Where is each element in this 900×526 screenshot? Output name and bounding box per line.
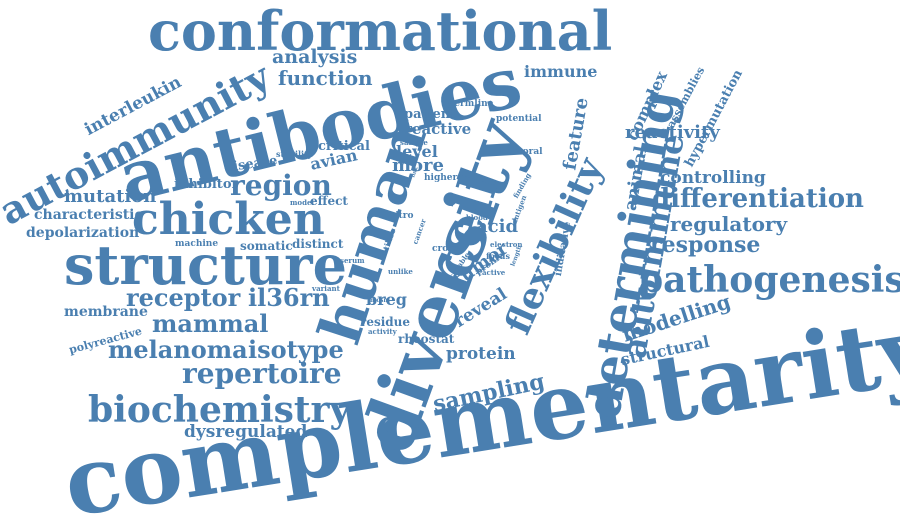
word-regulatory: regulatory xyxy=(670,212,788,236)
word-focus: focus xyxy=(486,251,510,261)
word-active: active xyxy=(482,268,506,277)
word-isotype: isotype xyxy=(248,335,344,364)
word-mutation: mutation xyxy=(64,186,157,207)
word-immune: immune xyxy=(524,62,598,81)
word-rheostat: rheostat xyxy=(398,332,455,346)
word-germline: germline xyxy=(448,99,494,109)
word-melanoma: melanoma xyxy=(108,335,248,364)
word-effect: effect xyxy=(310,194,348,208)
word-breg: breg xyxy=(366,290,407,309)
word-chicken: chicken xyxy=(132,194,325,245)
word-dysregulated: dysregulated xyxy=(184,422,308,442)
word-more: more xyxy=(392,155,444,176)
word-structure: structure xyxy=(64,233,347,297)
word-residue: residue xyxy=(360,315,411,329)
word-differentiation: differentiation xyxy=(652,184,864,214)
word-reactive: reactive xyxy=(404,120,472,138)
word-protein: protein xyxy=(446,344,516,364)
word-inhibitor: inhibitor xyxy=(174,177,239,192)
word-region: region xyxy=(230,169,332,202)
word-reactivity: reactivity xyxy=(625,122,720,143)
word-critical: critical xyxy=(318,139,370,154)
word-mammal: mammal xyxy=(152,309,269,338)
word-level: level xyxy=(396,142,438,161)
word-vitro: vitro xyxy=(390,211,414,221)
word-mcsm: mcsm xyxy=(370,297,390,304)
word-patient: patient xyxy=(404,107,457,122)
word-biochemistry: biochemistry xyxy=(88,389,351,431)
word-electron: electron xyxy=(490,240,523,249)
word-analysis: analysis xyxy=(272,46,358,68)
word-blood: blood xyxy=(466,213,488,222)
word-humoral: humoral xyxy=(500,147,543,157)
word-controlling: controlling xyxy=(660,168,766,188)
word-serum: serum xyxy=(340,256,365,265)
word-potential: potential xyxy=(496,114,542,124)
word-characteristic: characteristic xyxy=(34,207,144,223)
word-higher: higher xyxy=(424,173,458,183)
word-cross: cross xyxy=(432,244,459,254)
word-il36rn: il36rn xyxy=(248,283,330,312)
word-stability: stability xyxy=(276,149,313,159)
word-receptor: receptor xyxy=(126,283,241,312)
word-distinct: distinct xyxy=(292,237,344,251)
word-variant: variant xyxy=(312,284,340,293)
word-machine: machine xyxy=(175,239,219,249)
word-depolarization: depolarization xyxy=(26,225,140,241)
word-conformational: conformational xyxy=(148,0,613,63)
word-membrane: membrane xyxy=(64,304,148,320)
word-somatic: somatic xyxy=(240,239,293,253)
word-model: model xyxy=(290,198,315,207)
word-sample: sample xyxy=(400,138,428,147)
word-acid: acid xyxy=(476,216,519,237)
word-response: response xyxy=(650,232,761,258)
word-repertoire: repertoire xyxy=(182,357,342,390)
word-function: function xyxy=(278,66,373,90)
word-activity: activity xyxy=(368,327,397,336)
word-pathogenesis: pathogenesis xyxy=(638,259,900,301)
word-unlike: unlike xyxy=(388,267,413,276)
